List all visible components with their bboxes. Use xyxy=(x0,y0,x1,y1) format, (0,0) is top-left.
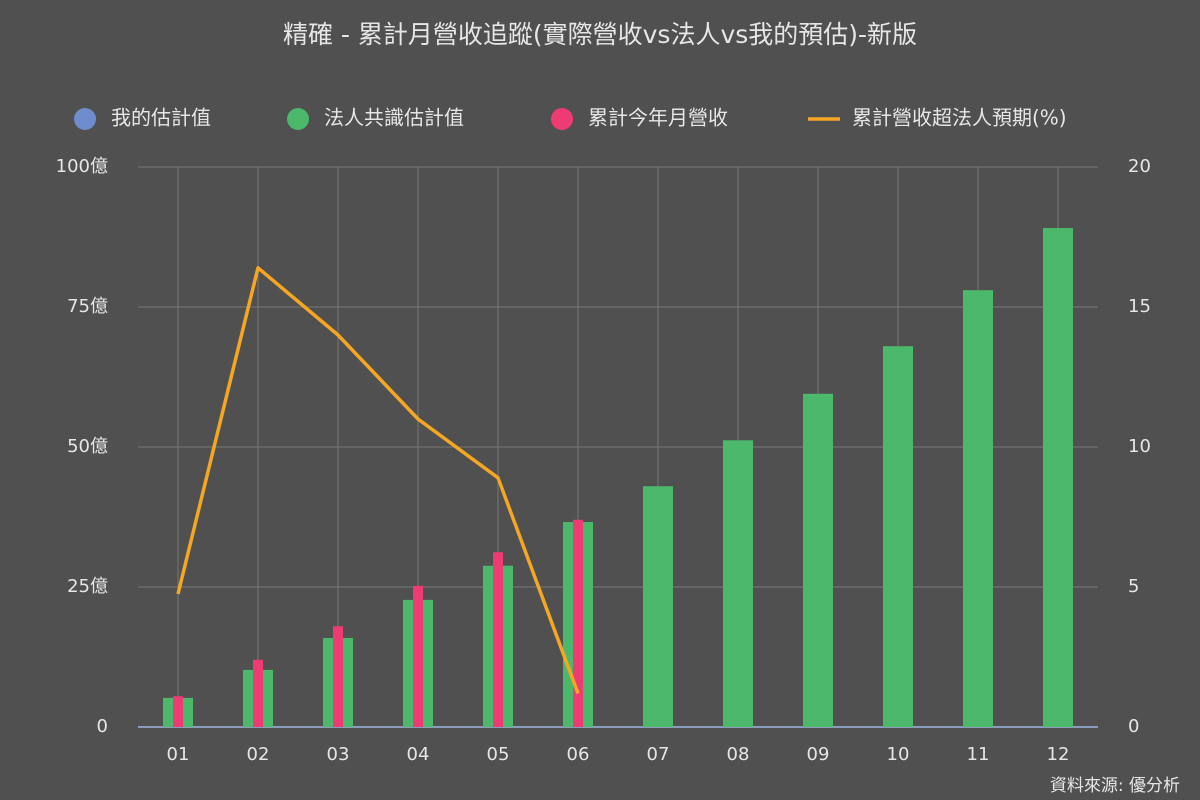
x-tick-label: 08 xyxy=(727,744,750,765)
legend-swatch xyxy=(287,108,309,130)
legend-swatch xyxy=(74,108,96,130)
legend-swatch xyxy=(551,108,573,130)
y-tick-label: 75億 xyxy=(67,296,108,317)
y2-tick-label: 0 xyxy=(1128,716,1139,737)
y2-tick-label: 10 xyxy=(1128,436,1151,457)
y-tick-label: 100億 xyxy=(56,156,108,177)
bar xyxy=(803,393,833,727)
x-tick-label: 02 xyxy=(247,744,270,765)
line xyxy=(176,266,580,695)
chart-title: 精確 - 累計月營收追蹤(實際營收vs法人vs我的預估)-新版 xyxy=(283,20,917,49)
bar xyxy=(723,440,753,727)
y2-tick-label: 5 xyxy=(1128,576,1139,597)
y-tick-label: 50億 xyxy=(67,436,108,457)
bar xyxy=(963,290,993,727)
y2-tick-label: 15 xyxy=(1128,296,1151,317)
bar xyxy=(333,626,343,727)
bar xyxy=(883,346,913,727)
y2-tick-label: 20 xyxy=(1128,156,1151,177)
bar xyxy=(413,585,423,727)
x-tick-label: 12 xyxy=(1047,744,1070,765)
x-tick-label: 07 xyxy=(647,744,670,765)
bar xyxy=(1043,228,1073,728)
x-tick-label: 11 xyxy=(967,744,990,765)
legend-label: 累計營收超法人預期(%) xyxy=(852,106,1067,130)
legend-label: 累計今年月營收 xyxy=(588,106,728,130)
x-tick-label: 01 xyxy=(167,744,190,765)
bar xyxy=(253,659,263,727)
bar xyxy=(573,519,583,727)
source: 資料來源: 優分析 xyxy=(1050,776,1180,796)
y-tick-label: 0 xyxy=(97,716,108,737)
legend-label: 法人共識估計值 xyxy=(324,106,464,130)
x-tick-label: 06 xyxy=(567,744,590,765)
bar xyxy=(173,696,183,727)
y-tick-label: 25億 xyxy=(67,576,108,597)
x-tick-label: 05 xyxy=(487,744,510,765)
legend-label: 我的估計值 xyxy=(111,106,211,130)
x-tick-label: 03 xyxy=(327,744,350,765)
x-tick-label: 04 xyxy=(407,744,430,765)
x-tick-label: 10 xyxy=(887,744,910,765)
x-tick-label: 09 xyxy=(807,744,830,765)
bar xyxy=(643,486,673,727)
bar xyxy=(493,552,503,727)
